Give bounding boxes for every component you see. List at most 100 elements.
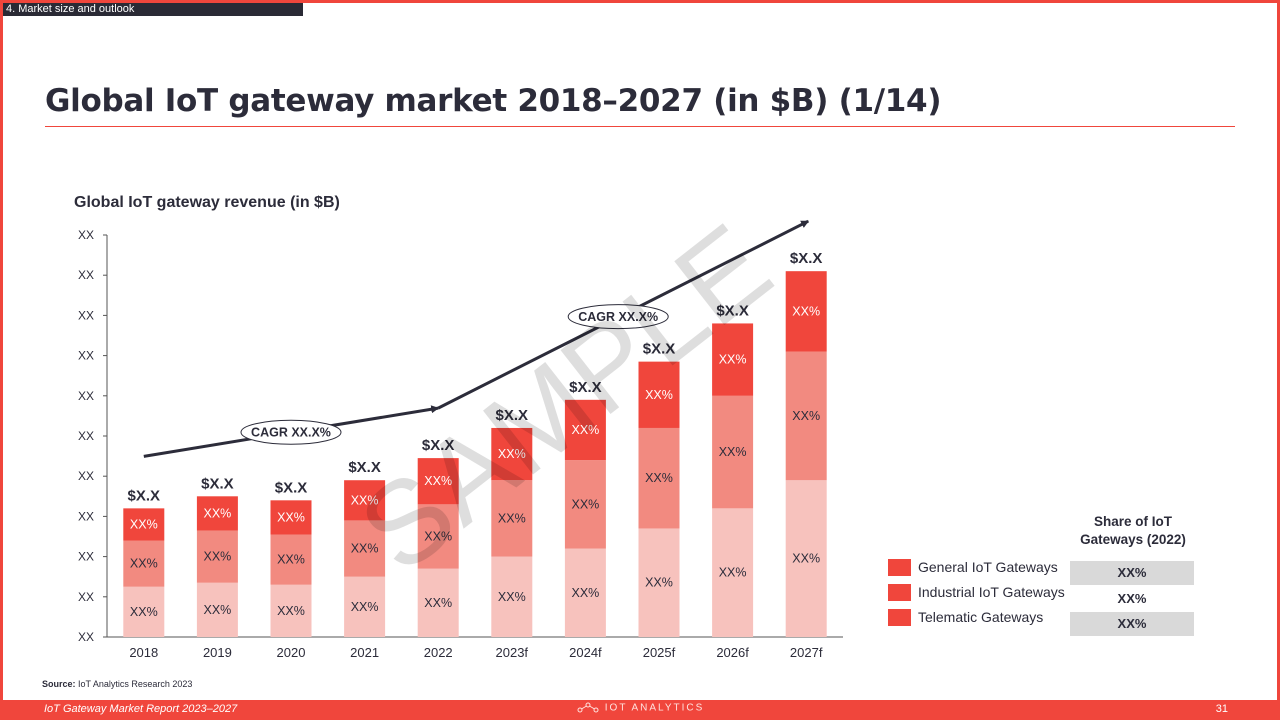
bar-segment <box>638 528 680 637</box>
segment-label: XX% <box>572 497 600 511</box>
bar-segment <box>638 427 680 529</box>
segment-label: XX% <box>130 517 158 531</box>
bar-segment <box>196 496 238 531</box>
share-cell-general: XX% <box>1070 561 1194 585</box>
segment-label: XX% <box>277 553 305 567</box>
x-tick-label: 2018 <box>129 645 158 660</box>
x-tick-label: 2022 <box>424 645 453 660</box>
cagr-label: CAGR XX.X% <box>578 310 658 324</box>
bar-segment <box>417 568 459 637</box>
bar-segment <box>564 460 606 549</box>
bar-segment <box>491 480 533 557</box>
cagr-label: CAGR XX.X% <box>251 426 331 440</box>
segment-label: XX% <box>645 388 673 402</box>
legend-swatch <box>888 559 911 576</box>
segment-label: XX% <box>351 542 379 556</box>
bar-segment <box>196 582 238 637</box>
y-tick-label: XX <box>78 389 94 403</box>
segment-label: XX% <box>351 493 379 507</box>
segment-label: XX% <box>351 600 379 614</box>
segment-label: XX% <box>204 550 232 564</box>
bar-total-label: $X.X <box>643 341 676 358</box>
footer-report-name: IoT Gateway Market Report 2023–2027 <box>44 703 238 715</box>
bar-total-label: $X.X <box>716 302 749 319</box>
bar-segment <box>712 323 754 396</box>
segment-label: XX% <box>204 506 232 520</box>
cagr-oval <box>240 419 342 445</box>
y-tick-label: XX <box>78 228 94 242</box>
share-table-header: Share of IoT Gateways (2022) <box>1080 514 1186 547</box>
bar-segment <box>785 480 827 637</box>
y-tick-label: XX <box>78 429 94 443</box>
bar-segment <box>344 520 386 577</box>
y-tick-label: XX <box>78 590 94 604</box>
bar-segment <box>123 508 165 541</box>
bar-segment <box>785 351 827 481</box>
bar-total-label: $X.X <box>496 407 529 424</box>
segment-label: XX% <box>277 604 305 618</box>
bar-total-label: $X.X <box>128 487 161 504</box>
bar-segment <box>491 427 533 481</box>
segment-label: XX% <box>498 590 526 604</box>
legend-swatch <box>888 584 911 601</box>
x-tick-label: 2019 <box>203 645 232 660</box>
legend-label: General IoT Gateways <box>918 559 1058 575</box>
legend-label: Industrial IoT Gateways <box>918 584 1065 600</box>
segment-label: XX% <box>424 596 452 610</box>
y-tick-label: XX <box>78 550 94 564</box>
segment-label: XX% <box>277 510 305 524</box>
page-title: Global IoT gateway market 2018–2027 (in … <box>45 83 942 119</box>
title-divider <box>45 126 1235 127</box>
bar-segment <box>712 508 754 637</box>
legend-item-telematic: Telematic Gateways <box>888 607 1088 627</box>
segment-label: XX% <box>424 474 452 488</box>
cagr-oval <box>567 304 669 330</box>
section-tag: 4. Market size and outlook <box>3 3 303 16</box>
segment-label: XX% <box>645 471 673 485</box>
bar-segment <box>564 399 606 461</box>
segment-label: XX% <box>792 552 820 566</box>
segment-label: XX% <box>792 409 820 423</box>
segment-label: XX% <box>792 304 820 318</box>
share-cell-industrial: XX% <box>1117 591 1147 606</box>
y-tick-label: XX <box>78 268 94 282</box>
segment-label: XX% <box>572 586 600 600</box>
segment-label: XX% <box>645 576 673 590</box>
bar-segment <box>270 534 312 585</box>
bar-total-label: $X.X <box>422 437 455 454</box>
bar-segment <box>196 530 238 583</box>
footer-brand-text: IOT ANALYTICS <box>604 702 705 714</box>
bar-segment <box>123 540 165 587</box>
segment-label: XX% <box>719 353 747 367</box>
page-number: 31 <box>1215 703 1228 715</box>
chart-labels: XX% XX% XX% $X.X XX% XX% XX% $X.X XX% XX% XX% $X.X X… <box>128 250 823 619</box>
network-logo-icon <box>577 702 599 713</box>
source-label: Source: <box>42 679 76 689</box>
bar-segment <box>270 500 312 535</box>
chart-title: Global IoT gateway revenue (in $B) <box>74 194 340 211</box>
bar-segment <box>270 584 312 637</box>
segment-label: XX% <box>498 511 526 525</box>
segment-label: XX% <box>204 603 232 617</box>
cagr-trend: CAGR XX.X% CAGR XX.X% <box>143 219 810 458</box>
x-tick-label: 2023f <box>496 645 529 660</box>
bar-segment <box>344 576 386 637</box>
segment-label: XX% <box>719 445 747 459</box>
bar-total-label: $X.X <box>275 479 308 496</box>
y-tick-label: XX <box>78 469 94 483</box>
footer-bar: IoT Gateway Market Report 2023–2027 IOT … <box>0 700 1280 720</box>
bar-segment <box>417 458 459 505</box>
x-tick-label: 2026f <box>716 645 749 660</box>
bar-segment <box>638 361 680 428</box>
legend-item-general: General IoT Gateways <box>888 557 1088 577</box>
bar-segment <box>344 480 386 521</box>
x-tick-label: 2021 <box>350 645 379 660</box>
segment-label: XX% <box>130 557 158 571</box>
segment-label: XX% <box>424 530 452 544</box>
source-note: Source: IoT Analytics Research 2023 <box>42 679 192 689</box>
bar-total-label: $X.X <box>348 459 381 476</box>
y-tick-label: XX <box>78 349 94 363</box>
segment-label: XX% <box>572 423 600 437</box>
segment-label: XX% <box>719 566 747 580</box>
y-tick-label: XX <box>78 509 94 523</box>
